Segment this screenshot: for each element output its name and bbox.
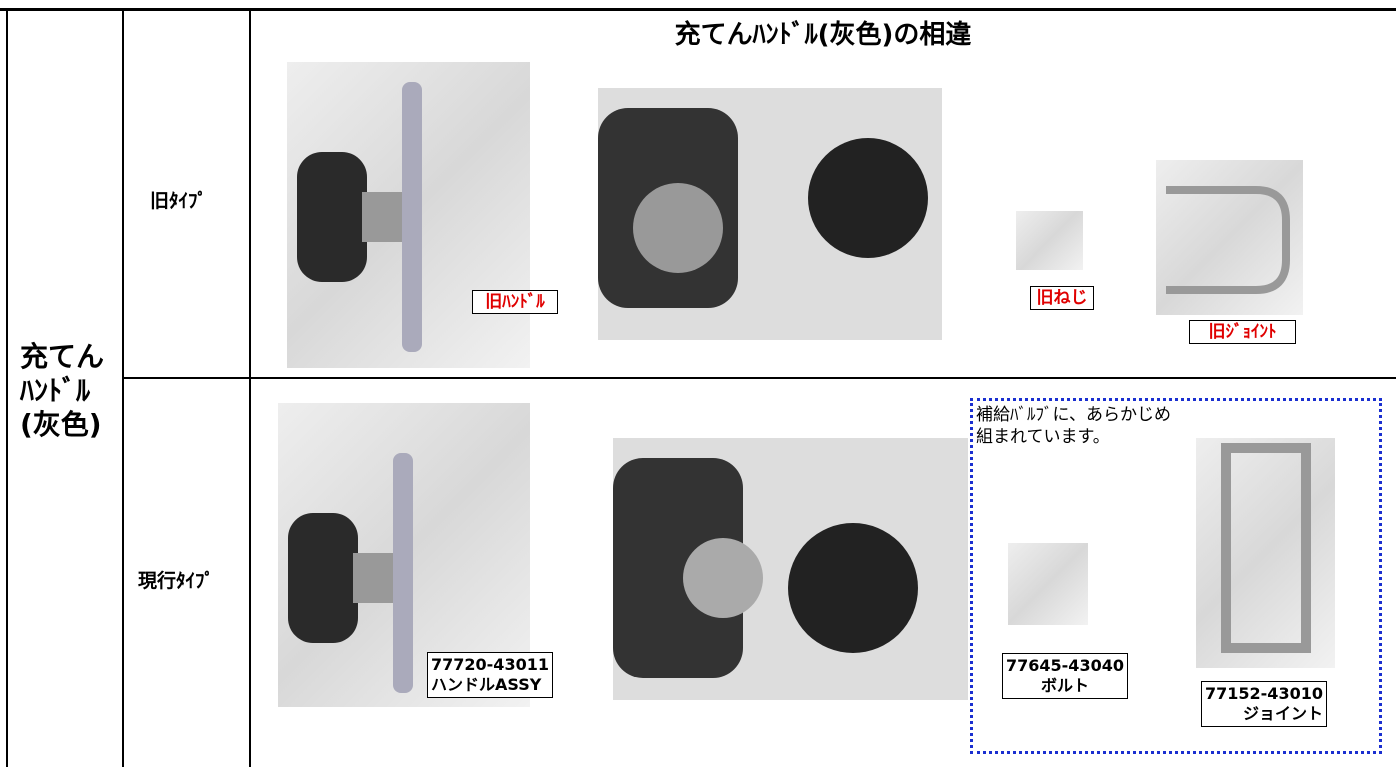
part-label: 旧ねじ <box>1030 286 1094 310</box>
note-box <box>970 398 1382 754</box>
photo-art <box>598 108 928 308</box>
part-code: 77645-43040 <box>1006 656 1124 675</box>
row-label-line: ﾊﾝﾄﾞﾙ <box>20 374 91 407</box>
header-title: 充てんﾊﾝﾄﾞﾙ(灰色)の相違 <box>674 20 972 50</box>
photo <box>1008 543 1088 625</box>
note-line: 組まれています。 <box>976 427 1110 447</box>
rule <box>122 10 124 767</box>
photo-art <box>288 453 413 693</box>
part-number: 77152-43010 ジョイント <box>1201 681 1327 727</box>
type-label: 現行ﾀｲﾌﾟ <box>138 570 215 592</box>
rule <box>249 10 251 767</box>
rule <box>0 8 1396 11</box>
type-label: 旧ﾀｲﾌﾟ <box>150 190 208 212</box>
note-line: 補給ﾊﾞﾙﾌﾞに、あらかじめ <box>976 405 1171 425</box>
photo <box>598 88 942 340</box>
part-code: 77152-43010 <box>1205 684 1323 703</box>
note: 補給ﾊﾞﾙﾌﾞに、あらかじめ 組まれています。 <box>976 404 1171 448</box>
row-label-line: 充てん <box>20 340 105 373</box>
photo <box>1156 160 1303 315</box>
photo <box>287 62 530 368</box>
rule <box>6 10 8 767</box>
photo <box>1016 211 1083 270</box>
part-label: 旧ﾊﾝﾄﾞﾙ <box>472 290 558 314</box>
part-label: 旧ｼﾞｮｲﾝﾄ <box>1189 320 1296 344</box>
rule <box>122 377 1396 379</box>
photo <box>613 438 968 700</box>
photo-art <box>1166 186 1290 294</box>
photo-art <box>613 458 918 678</box>
photo-art <box>297 82 422 352</box>
part-number: 77720-43011 ハンドルASSY <box>427 652 553 698</box>
part-name: ボルト <box>1040 676 1089 695</box>
part-code: 77720-43011 <box>431 655 549 674</box>
part-number: 77645-43040 ボルト <box>1002 653 1128 699</box>
photo <box>1196 438 1335 668</box>
photo-art <box>1221 443 1311 653</box>
row-label: 充てん ﾊﾝﾄﾞﾙ (灰色) <box>20 340 104 442</box>
part-name: ジョイント <box>1242 704 1323 723</box>
part-name: ハンドルASSY <box>431 675 542 694</box>
row-label-line: (灰色) <box>20 408 102 441</box>
photo <box>278 403 530 707</box>
